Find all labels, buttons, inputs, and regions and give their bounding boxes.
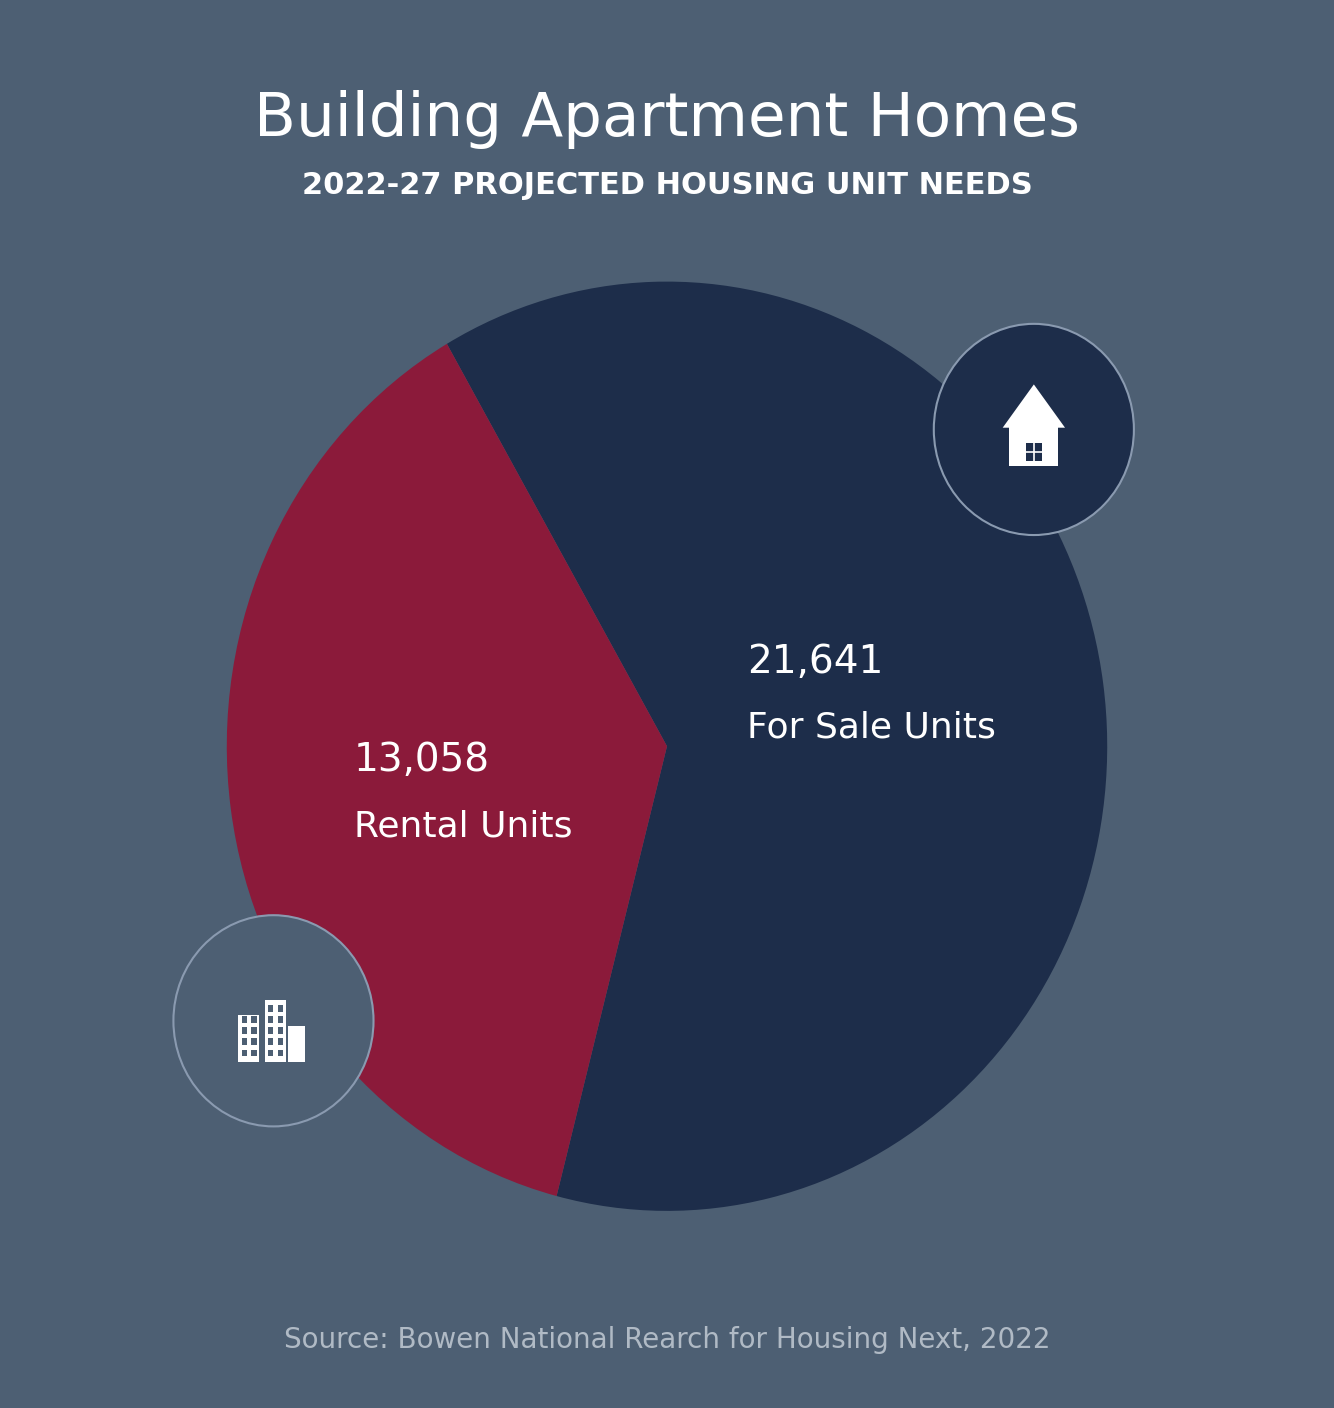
FancyBboxPatch shape (268, 1039, 273, 1045)
FancyBboxPatch shape (277, 1017, 283, 1022)
Text: 21,641: 21,641 (747, 643, 883, 680)
Circle shape (173, 915, 374, 1126)
FancyBboxPatch shape (1010, 427, 1058, 466)
FancyBboxPatch shape (251, 1039, 256, 1045)
FancyBboxPatch shape (277, 1005, 283, 1011)
FancyBboxPatch shape (288, 1026, 305, 1062)
FancyBboxPatch shape (241, 1039, 247, 1045)
FancyBboxPatch shape (251, 1028, 256, 1033)
FancyBboxPatch shape (268, 1049, 273, 1056)
FancyBboxPatch shape (277, 1039, 283, 1045)
Wedge shape (447, 282, 1107, 1211)
FancyBboxPatch shape (268, 1017, 273, 1022)
Wedge shape (227, 344, 667, 1195)
FancyBboxPatch shape (239, 1015, 259, 1062)
FancyBboxPatch shape (251, 1017, 256, 1022)
FancyBboxPatch shape (241, 1028, 247, 1033)
FancyBboxPatch shape (241, 1017, 247, 1022)
FancyBboxPatch shape (1026, 444, 1042, 460)
FancyBboxPatch shape (268, 1028, 273, 1033)
FancyBboxPatch shape (264, 1000, 285, 1062)
FancyBboxPatch shape (268, 1005, 273, 1011)
Circle shape (934, 324, 1134, 535)
FancyBboxPatch shape (277, 1049, 283, 1056)
Polygon shape (1003, 384, 1065, 428)
Text: For Sale Units: For Sale Units (747, 711, 996, 745)
Text: Building Apartment Homes: Building Apartment Homes (253, 90, 1081, 149)
FancyBboxPatch shape (251, 1049, 256, 1056)
Text: 2022-27 PROJECTED HOUSING UNIT NEEDS: 2022-27 PROJECTED HOUSING UNIT NEEDS (301, 172, 1033, 200)
FancyBboxPatch shape (277, 1028, 283, 1033)
Text: 13,058: 13,058 (354, 742, 490, 779)
Text: Source: Bowen National Rearch for Housing Next, 2022: Source: Bowen National Rearch for Housin… (284, 1326, 1050, 1354)
FancyBboxPatch shape (241, 1049, 247, 1056)
Text: Rental Units: Rental Units (354, 810, 572, 843)
